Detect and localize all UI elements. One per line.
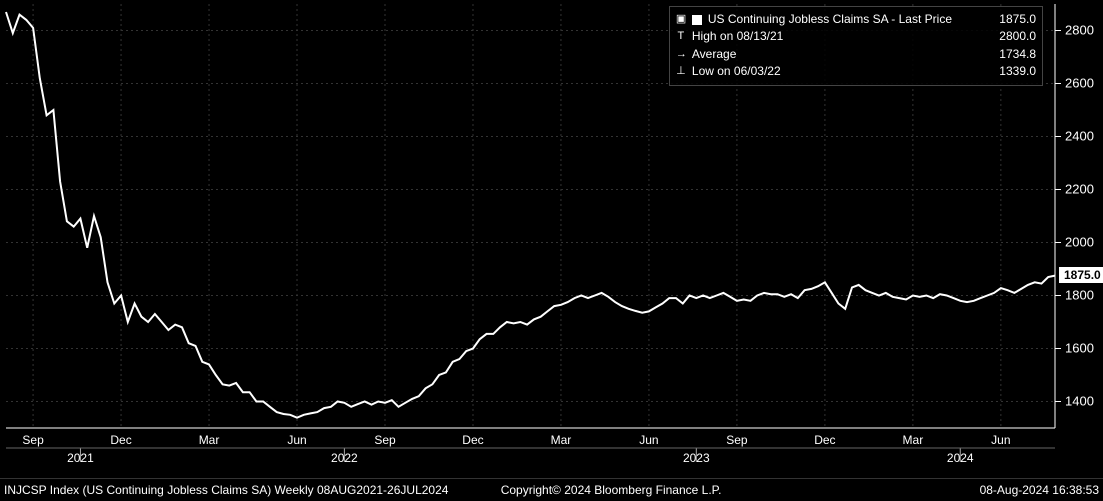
x-month-label: Sep: [374, 433, 396, 447]
x-month-label: Dec: [110, 433, 131, 447]
y-tick-label: 1400: [1065, 394, 1094, 409]
series-color-swatch: [692, 15, 702, 25]
y-tick-label: 2200: [1065, 182, 1094, 197]
legend-row-value: 1734.8: [988, 46, 1036, 63]
y-tick-label: 1600: [1065, 341, 1094, 356]
legend-row-label: Low on 06/03/22: [692, 63, 982, 80]
y-tick-label: 1800: [1065, 288, 1094, 303]
footer-right: 08-Aug-2024 16:38:53: [774, 483, 1099, 497]
legend-title-value: 1875.0: [988, 11, 1036, 28]
footer-left: INJCSP Index (US Continuing Jobless Clai…: [4, 483, 448, 497]
legend-glyph-icon: T: [676, 29, 686, 45]
footer-center: Copyright© 2024 Bloomberg Finance L.P.: [448, 483, 773, 497]
y-tick-label: 2600: [1065, 76, 1094, 91]
x-year-label: 2021: [67, 451, 94, 465]
legend-row-label: High on 08/13/21: [692, 28, 982, 45]
legend-row: T High on 08/13/21 2800.0: [676, 28, 1036, 45]
x-month-label: Dec: [462, 433, 483, 447]
status-bar: INJCSP Index (US Continuing Jobless Clai…: [0, 478, 1103, 501]
x-year-label: 2023: [683, 451, 710, 465]
x-month-label: Mar: [199, 433, 220, 447]
x-month-label: Sep: [726, 433, 748, 447]
legend-row-label: Average: [692, 46, 982, 63]
y-tick-label: 2800: [1065, 23, 1094, 38]
legend-expand-icon: ▣: [676, 12, 686, 28]
y-tick-label: 2400: [1065, 129, 1094, 144]
x-month-label: Jun: [639, 433, 658, 447]
chart-area: 1400 1600 1800 2000 2200 2400 2600 2800 Sep Dec Ma…: [0, 0, 1103, 478]
legend-glyph-icon: →: [676, 47, 686, 63]
x-month-label: Mar: [903, 433, 924, 447]
legend-row: ⊥ Low on 06/03/22 1339.0: [676, 63, 1036, 80]
legend-box: ▣ US Continuing Jobless Claims SA - Last…: [669, 6, 1043, 86]
x-month-label: Mar: [551, 433, 572, 447]
y-tick-label: 2000: [1065, 235, 1094, 250]
legend-row-value: 1339.0: [988, 63, 1036, 80]
x-month-label: Sep: [22, 433, 44, 447]
x-month-label: Jun: [287, 433, 306, 447]
last-price-tag: 1875.0: [1059, 267, 1103, 283]
legend-title: US Continuing Jobless Claims SA - Last P…: [708, 11, 982, 28]
x-month-label: Jun: [991, 433, 1010, 447]
x-year-label: 2022: [331, 451, 358, 465]
x-month-label: Dec: [814, 433, 835, 447]
legend-row: → Average 1734.8: [676, 46, 1036, 63]
x-year-label: 2024: [947, 451, 974, 465]
legend-glyph-icon: ⊥: [676, 64, 686, 80]
legend-row-value: 2800.0: [988, 28, 1036, 45]
